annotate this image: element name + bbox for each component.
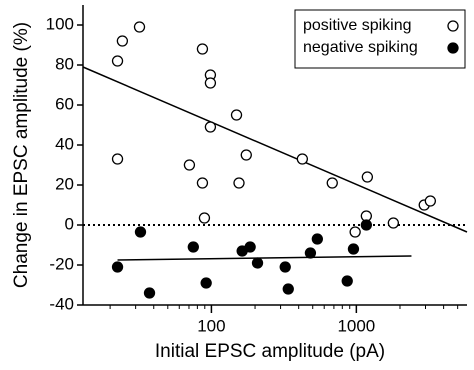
point xyxy=(230,109,243,121)
point xyxy=(111,153,124,165)
point xyxy=(133,21,146,33)
y-tick-label: 80 xyxy=(55,54,74,73)
point xyxy=(240,149,252,161)
point xyxy=(204,77,217,89)
point xyxy=(111,261,124,273)
legend-label: positive spiking xyxy=(303,17,412,34)
point xyxy=(279,261,291,273)
point xyxy=(361,171,374,183)
point xyxy=(244,241,256,253)
point xyxy=(311,233,323,245)
point xyxy=(187,241,199,253)
point xyxy=(111,55,124,67)
y-axis-label: Change in EPSC amplitude (%) xyxy=(11,22,32,288)
point xyxy=(282,283,294,295)
point xyxy=(134,226,147,238)
legend-marker xyxy=(447,42,459,54)
point xyxy=(304,247,317,259)
y-tick-label: 20 xyxy=(55,174,74,193)
point xyxy=(387,217,400,229)
point xyxy=(360,219,372,231)
point xyxy=(116,35,129,47)
x-axis-label: Initial EPSC amplitude (pA) xyxy=(155,341,385,362)
point xyxy=(349,226,361,238)
legend-label: negative spiking xyxy=(303,39,418,56)
y-tick-label: -40 xyxy=(49,294,74,313)
fit-line xyxy=(117,255,412,261)
legend-box xyxy=(294,9,466,69)
y-tick-label: 100 xyxy=(46,14,74,33)
legend-marker xyxy=(447,20,459,32)
point xyxy=(296,153,308,165)
point xyxy=(200,277,212,289)
fit-line xyxy=(82,66,468,233)
x-tick-label: 100 xyxy=(197,316,225,335)
point xyxy=(326,177,338,189)
point xyxy=(233,177,245,189)
point xyxy=(347,243,360,255)
y-tick-label: 0 xyxy=(65,214,74,233)
y-tick-label: 40 xyxy=(55,134,74,153)
point xyxy=(196,43,209,55)
y-tick-label: 60 xyxy=(55,94,74,113)
point xyxy=(341,275,353,287)
x-tick-label: 1000 xyxy=(337,316,375,335)
point xyxy=(196,177,209,189)
point xyxy=(143,287,156,299)
point xyxy=(183,159,196,171)
point xyxy=(251,257,264,269)
point xyxy=(198,212,211,224)
y-tick-label: -20 xyxy=(49,254,74,273)
point xyxy=(424,195,436,207)
point xyxy=(204,121,217,133)
